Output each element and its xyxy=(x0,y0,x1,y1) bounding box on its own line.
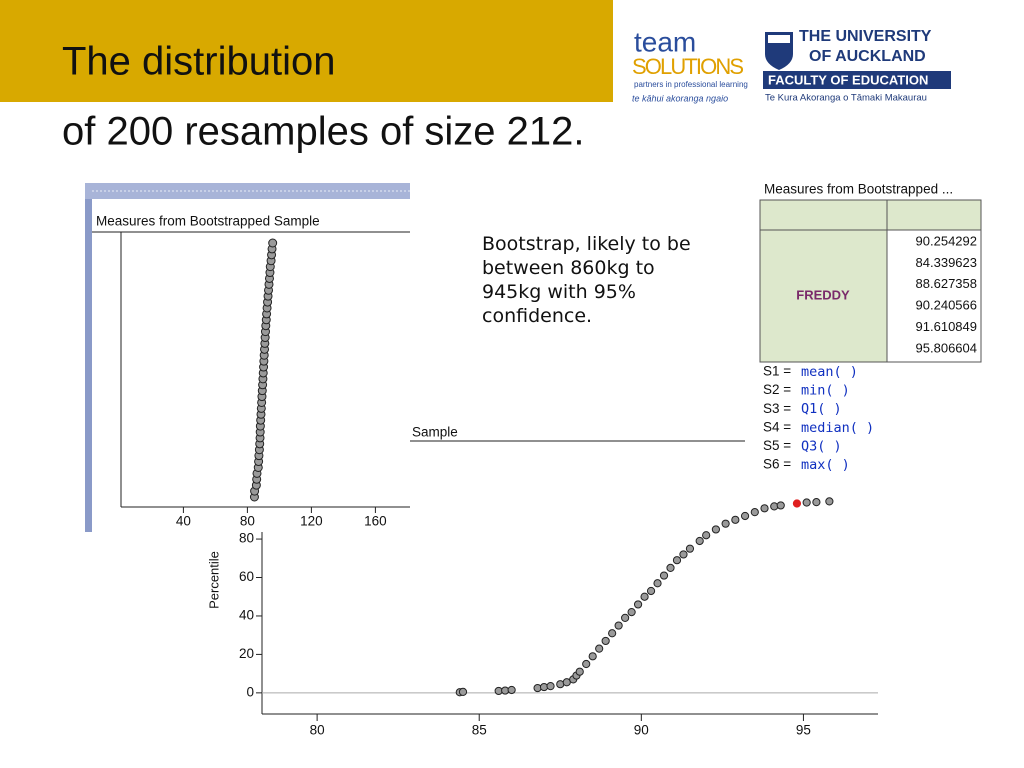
formula-func: max( ) xyxy=(801,457,850,473)
point xyxy=(546,682,555,691)
formula-name: S4 = xyxy=(763,419,791,434)
point xyxy=(711,525,720,534)
point xyxy=(812,498,821,507)
dot xyxy=(268,238,278,248)
table-value: 88.627358 xyxy=(916,276,977,291)
x-tick-label: 95 xyxy=(796,723,811,738)
formula-name: S2 = xyxy=(763,382,791,397)
x-tick-label: 85 xyxy=(472,723,487,738)
y-tick-label: 80 xyxy=(239,531,254,546)
logo-text: SOLUTIONS xyxy=(632,54,744,79)
logo-text: FACULTY OF EDUCATION xyxy=(768,72,928,87)
row-label: FREDDY xyxy=(796,287,850,302)
x-tick-label: 80 xyxy=(310,723,325,738)
title-line: of 200 resamples of size 212. xyxy=(62,110,585,154)
point xyxy=(458,687,468,696)
formula-func: Q3( ) xyxy=(801,438,842,454)
point xyxy=(640,592,649,601)
point xyxy=(825,497,834,506)
point xyxy=(802,498,811,507)
point xyxy=(507,685,516,695)
point xyxy=(588,652,597,661)
formulas: S1 = mean( ) S2 = min( ) S3 = Q1( ) S4 = median… xyxy=(763,364,874,473)
logo-text: Te Kura Akoranga o Tāmaki Makaurau xyxy=(765,93,927,104)
y-tick-label: 60 xyxy=(239,569,254,584)
y-tick-label: 0 xyxy=(246,684,254,699)
point xyxy=(582,659,591,669)
x-tick-label: 160 xyxy=(364,514,387,529)
window xyxy=(85,183,410,532)
table-values: 90.254292 84.339623 88.627358 90.240566 91.6… xyxy=(916,233,977,355)
x-tick-label: 120 xyxy=(300,514,323,529)
point xyxy=(760,504,769,513)
note: Bootstrap, likely to be between 860kg to… xyxy=(482,233,691,327)
point xyxy=(621,613,630,622)
plot-title: Measures from Bootstrapped Sample xyxy=(96,214,320,229)
x-tick-label: 40 xyxy=(176,514,191,529)
point xyxy=(685,544,695,553)
formula-func: Q1( ) xyxy=(801,401,842,417)
point xyxy=(695,536,704,546)
table-row-header xyxy=(759,229,888,363)
point xyxy=(659,571,669,580)
point xyxy=(776,501,785,510)
logo-text: partners in professional learning xyxy=(634,80,748,89)
window-frame xyxy=(85,183,92,532)
window-titlebar xyxy=(85,183,410,199)
y-tick-label: 20 xyxy=(239,646,254,661)
table-title: Measures from Bootstrapped ... xyxy=(764,182,953,197)
point xyxy=(575,667,584,676)
point xyxy=(633,600,643,609)
table-value: 84.339623 xyxy=(916,255,977,270)
table-value: 95.806604 xyxy=(916,340,977,355)
point xyxy=(653,579,662,588)
point xyxy=(750,508,759,517)
y-axis-label: Percentile xyxy=(206,551,221,609)
point xyxy=(731,515,740,524)
point xyxy=(672,556,682,565)
logo-text: te kāhui akoranga ngaio xyxy=(632,93,728,103)
point xyxy=(702,531,711,540)
logo-text: OF AUCKLAND xyxy=(809,48,926,65)
formula-name: S1 = xyxy=(763,364,791,379)
table-value: 91.610849 xyxy=(916,319,977,334)
point xyxy=(614,621,623,630)
logo-text: THE UNIVERSITY xyxy=(799,28,932,45)
percentile-plot: 0 20 40 60 80 80 85 90 95 Percentile xyxy=(206,497,878,738)
point xyxy=(627,608,636,617)
table-header xyxy=(759,199,982,231)
point xyxy=(608,629,617,638)
point xyxy=(740,511,750,521)
formula-name: S5 = xyxy=(763,438,791,453)
table-cell xyxy=(886,229,982,363)
crest xyxy=(768,35,790,43)
point xyxy=(595,644,604,653)
point xyxy=(646,586,656,596)
title-line: The distribution xyxy=(62,40,335,84)
point xyxy=(679,550,688,559)
table-value: 90.240566 xyxy=(916,298,977,313)
formula-func: min( ) xyxy=(801,383,850,399)
x-tick-label: 90 xyxy=(634,723,649,738)
y-tick-label: 40 xyxy=(239,608,254,623)
table-value: 90.254292 xyxy=(916,233,977,248)
formula-name: S3 = xyxy=(763,401,791,416)
point xyxy=(601,636,610,646)
formula-func: median( ) xyxy=(801,420,874,436)
formula-func: mean( ) xyxy=(801,364,858,380)
x-tick-label: 80 xyxy=(240,514,255,529)
point xyxy=(721,519,730,528)
point xyxy=(666,563,675,572)
dot-plot-window: Measures from Bootstrapped Sample 40 80 12… xyxy=(85,183,410,532)
faculty-band xyxy=(763,71,951,89)
title-band xyxy=(0,0,613,102)
plot-title: Sample xyxy=(412,425,458,440)
point xyxy=(792,499,802,508)
logo-text: team xyxy=(634,26,696,57)
formula-name: S6 = xyxy=(763,457,791,472)
